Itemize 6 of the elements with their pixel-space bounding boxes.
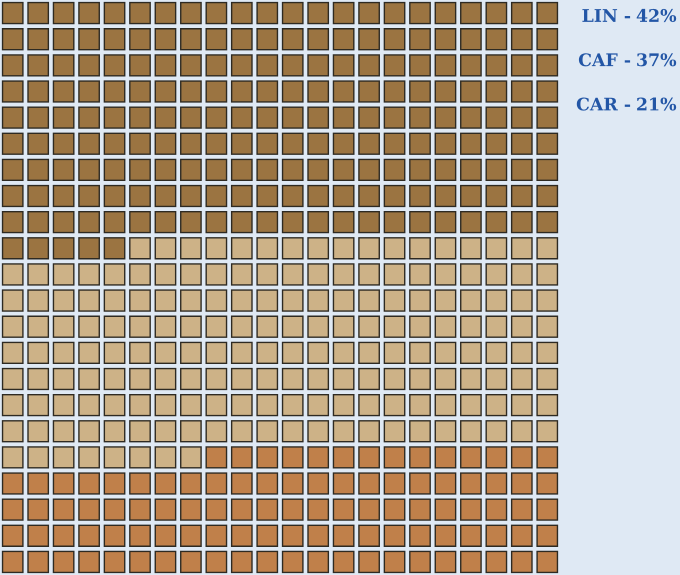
category-label: CAR - xyxy=(576,97,630,111)
category-label: CAF - xyxy=(578,53,630,66)
data-label: 42% xyxy=(636,8,676,22)
data-label: 37% xyxy=(637,53,676,66)
category-label: LIN - xyxy=(582,9,630,22)
data-label: 21% xyxy=(637,97,676,111)
